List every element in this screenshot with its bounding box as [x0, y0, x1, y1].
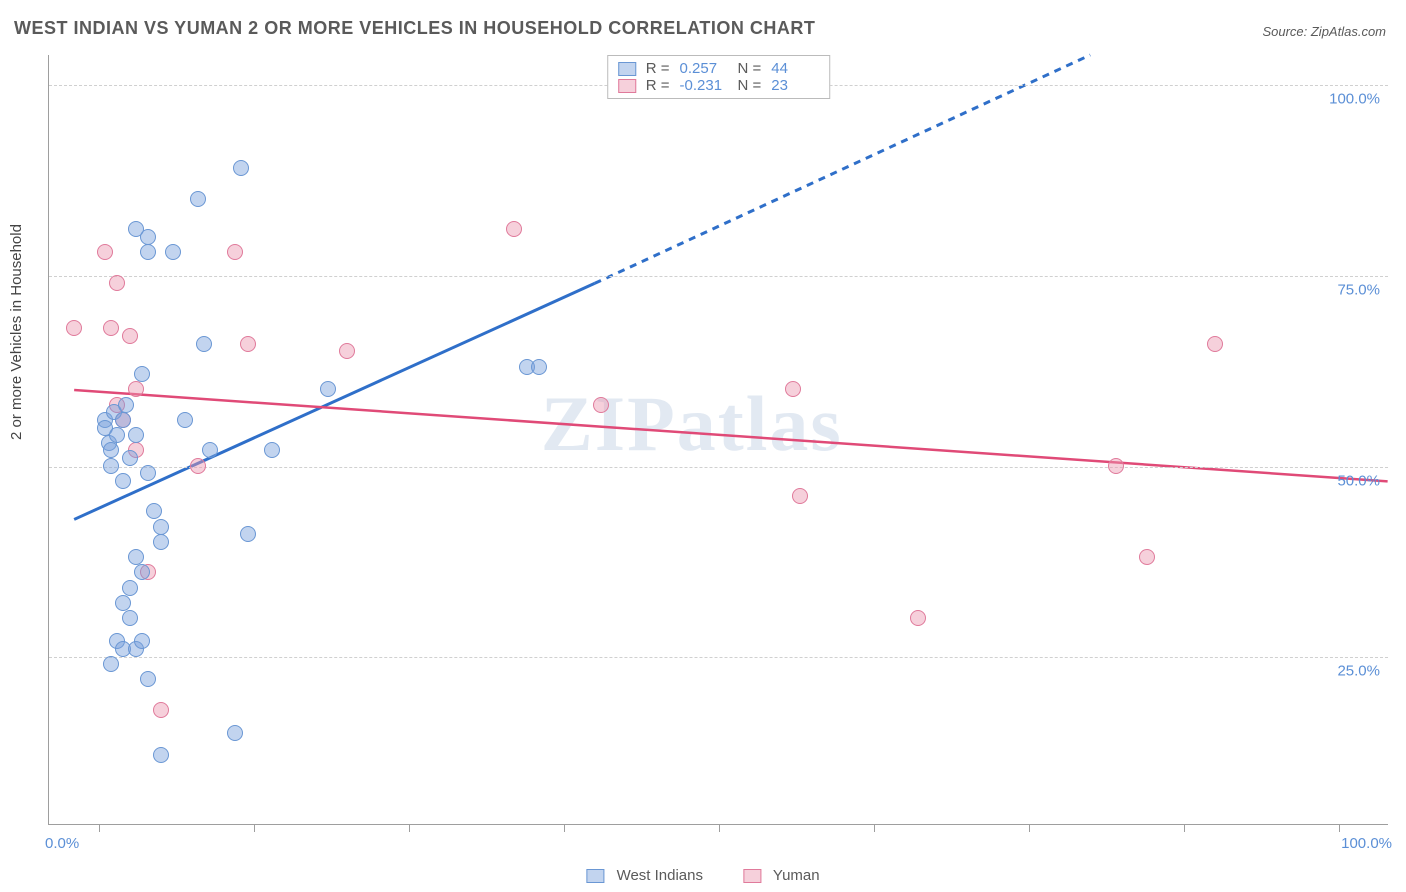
x-axis-tick: [99, 824, 100, 832]
scatter-point: [128, 221, 144, 237]
scatter-point: [97, 244, 113, 260]
x-axis-max-label: 100.0%: [1341, 835, 1392, 852]
scatter-point: [146, 503, 162, 519]
legend-n-value: 44: [771, 60, 819, 77]
legend-item: Yuman: [743, 867, 820, 884]
scatter-point: [118, 397, 134, 413]
legend-n-value: 23: [771, 77, 819, 94]
scatter-point: [66, 320, 82, 336]
scatter-point: [202, 442, 218, 458]
y-axis-tick-label: 25.0%: [1337, 663, 1380, 680]
scatter-point: [122, 450, 138, 466]
legend-bottom: West Indians Yuman: [586, 867, 819, 884]
legend-n-label: N =: [738, 77, 762, 94]
scatter-point: [196, 336, 212, 352]
scatter-point: [153, 519, 169, 535]
scatter-point: [240, 526, 256, 542]
legend-stats-swatch: [618, 79, 636, 93]
x-axis-tick: [719, 824, 720, 832]
scatter-point: [122, 328, 138, 344]
scatter-point: [233, 160, 249, 176]
scatter-point: [320, 381, 336, 397]
scatter-point: [109, 427, 125, 443]
scatter-point: [190, 458, 206, 474]
scatter-point: [1207, 336, 1223, 352]
scatter-point: [792, 488, 808, 504]
scatter-point: [134, 366, 150, 382]
scatter-point: [128, 381, 144, 397]
scatter-point: [177, 412, 193, 428]
y-axis-tick-label: 50.0%: [1337, 472, 1380, 489]
chart-title: WEST INDIAN VS YUMAN 2 OR MORE VEHICLES …: [14, 18, 815, 39]
legend-stats-box: R = 0.257 N = 44 R = -0.231 N = 23: [607, 55, 831, 99]
scatter-point: [140, 244, 156, 260]
scatter-point: [134, 564, 150, 580]
scatter-point: [153, 747, 169, 763]
scatter-point: [103, 656, 119, 672]
scatter-point: [1108, 458, 1124, 474]
scatter-point: [153, 534, 169, 550]
y-axis-title: 2 or more Vehicles in Household: [8, 224, 25, 440]
legend-stats-row: R = 0.257 N = 44: [618, 60, 820, 77]
grid-line: [49, 276, 1388, 277]
scatter-point: [264, 442, 280, 458]
scatter-point: [109, 275, 125, 291]
scatter-point: [134, 633, 150, 649]
scatter-point: [339, 343, 355, 359]
y-axis-tick-label: 75.0%: [1337, 282, 1380, 299]
scatter-point: [115, 595, 131, 611]
scatter-point: [115, 473, 131, 489]
legend-swatch: [586, 869, 604, 883]
x-axis-tick: [1029, 824, 1030, 832]
scatter-point: [910, 610, 926, 626]
scatter-point: [190, 191, 206, 207]
scatter-point: [165, 244, 181, 260]
legend-r-value: 0.257: [680, 60, 728, 77]
scatter-point: [153, 702, 169, 718]
legend-swatch: [743, 869, 761, 883]
scatter-point: [128, 549, 144, 565]
x-axis-tick: [1184, 824, 1185, 832]
chart-plot-area: ZIPatlas R = 0.257 N = 44 R = -0.231 N =…: [48, 55, 1388, 825]
legend-r-label: R =: [646, 77, 670, 94]
scatter-point: [506, 221, 522, 237]
scatter-point: [593, 397, 609, 413]
scatter-point: [785, 381, 801, 397]
scatter-point: [140, 671, 156, 687]
x-axis-tick: [1339, 824, 1340, 832]
legend-r-value: -0.231: [680, 77, 728, 94]
scatter-point: [103, 442, 119, 458]
scatter-point: [122, 610, 138, 626]
scatter-point: [103, 458, 119, 474]
x-axis-tick: [409, 824, 410, 832]
legend-n-label: N =: [738, 60, 762, 77]
legend-stats-row: R = -0.231 N = 23: [618, 77, 820, 94]
source-attribution: Source: ZipAtlas.com: [1262, 24, 1386, 39]
scatter-point: [227, 244, 243, 260]
scatter-point: [1139, 549, 1155, 565]
x-axis-tick: [564, 824, 565, 832]
x-axis-min-label: 0.0%: [45, 835, 79, 852]
y-axis-tick-label: 100.0%: [1329, 91, 1380, 108]
grid-line: [49, 467, 1388, 468]
scatter-point: [227, 725, 243, 741]
scatter-point: [115, 412, 131, 428]
scatter-point: [103, 320, 119, 336]
legend-label: West Indians: [617, 867, 703, 884]
scatter-point: [240, 336, 256, 352]
x-axis-tick: [874, 824, 875, 832]
grid-line: [49, 657, 1388, 658]
trend-lines-svg: [49, 55, 1388, 824]
scatter-point: [531, 359, 547, 375]
scatter-point: [140, 465, 156, 481]
legend-label: Yuman: [773, 867, 820, 884]
legend-r-label: R =: [646, 60, 670, 77]
legend-item: West Indians: [586, 867, 703, 884]
scatter-point: [122, 580, 138, 596]
x-axis-tick: [254, 824, 255, 832]
legend-stats-swatch: [618, 62, 636, 76]
scatter-point: [128, 427, 144, 443]
